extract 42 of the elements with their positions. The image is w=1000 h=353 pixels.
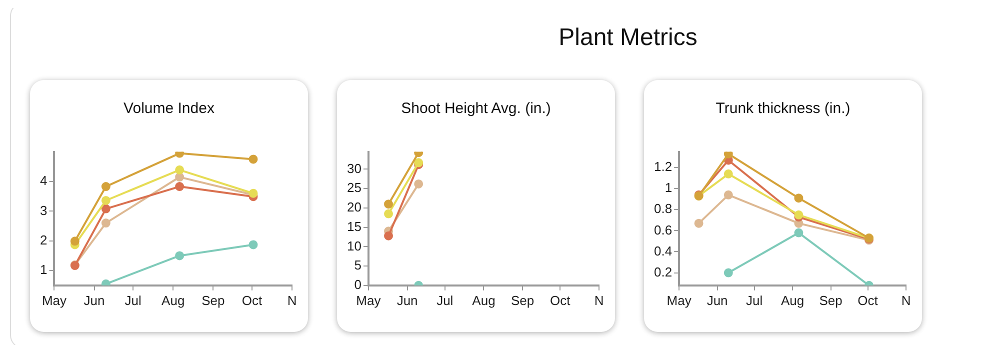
x-tick-label: Jul [746,292,763,308]
x-tick-label: Oct [550,292,571,308]
x-tick-label: Jul [124,292,142,308]
x-tick-label: Jun [396,292,418,308]
y-tick-label: 30 [346,160,362,176]
y-tick-label: 1.2 [654,159,672,174]
x-tick-label: Aug [472,292,496,308]
x-tick-label: Jul [436,292,454,308]
y-tick-label: 0.6 [654,222,672,238]
y-tick-label: 20 [346,200,362,215]
y-tick-label: 5 [354,258,362,273]
x-tick-label: Aug [162,292,185,308]
x-tick-label: May [666,292,692,308]
y-tick-label: 3 [40,202,48,218]
x-tick-label: N [901,292,911,308]
x-tick-label: Sep [202,292,225,308]
x-tick-label: N [287,292,297,308]
y-tick-label: 1 [40,262,48,278]
x-tick-label: Oct [242,292,262,308]
x-tick-label: May [356,292,382,308]
x-tick-label: May [42,292,68,308]
x-tick-label: Jun [84,292,105,308]
x-tick-label: N [594,292,604,308]
text: Plant Metrics [558,24,698,52]
chart-title: Shoot Height Avg. (in.) [400,100,552,117]
chart-title: Trunk thickness (in.) [714,100,852,117]
y-tick-label: 4 [40,173,48,188]
y-tick-label: 10 [346,238,362,254]
x-tick-label: Oct [858,292,878,308]
y-tick-label: 25 [346,180,362,196]
y-tick-label: 0.4 [654,243,672,258]
y-tick-label: 0.2 [654,264,672,280]
x-tick-label: Sep [819,292,842,308]
x-tick-label: Aug [780,292,804,308]
x-tick-label: Sep [511,292,534,308]
y-tick-label: 2 [40,232,48,248]
x-tick-label: Jun [706,292,728,308]
chart-title: Volume Index [122,100,216,117]
y-tick-label: 15 [346,218,362,234]
y-tick-label: 1 [664,180,672,196]
y-tick-label: 0.8 [654,201,672,216]
y-tick-label: 0 [354,276,362,292]
